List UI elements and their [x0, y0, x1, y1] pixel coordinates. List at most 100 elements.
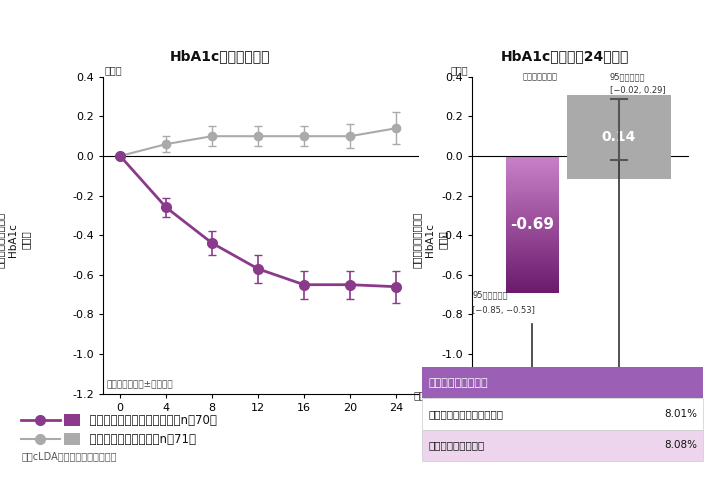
Bar [506, 169, 559, 171]
Bar [506, 257, 559, 258]
Bar [506, 230, 559, 231]
Bar [506, 212, 559, 214]
Bar [506, 187, 559, 189]
Bar [506, 224, 559, 226]
Bar [506, 267, 559, 268]
Bar [506, 183, 559, 185]
Text: 最小二乗平均値: 最小二乗平均値 [523, 73, 558, 82]
Bar [506, 275, 559, 276]
Bar [506, 198, 559, 200]
Bar [506, 179, 559, 180]
Text: （週）: （週） [413, 391, 432, 400]
Bar [506, 211, 559, 212]
Bar [506, 234, 559, 235]
Bar [506, 271, 559, 272]
Bar [506, 178, 559, 179]
Bar [506, 280, 559, 282]
Bar [506, 232, 559, 234]
Bar [506, 201, 559, 203]
Bar [506, 163, 559, 164]
Bar [506, 177, 559, 178]
Bar [506, 253, 559, 254]
Bar [506, 249, 559, 250]
Bar [506, 276, 559, 277]
Text: ベースライン平均値: ベースライン平均値 [428, 378, 488, 388]
Bar [506, 261, 559, 263]
Bar [506, 189, 559, 190]
Bar [506, 290, 559, 291]
Bar [506, 219, 559, 220]
Bar [506, 197, 559, 198]
Bar [506, 242, 559, 243]
Text: 0.14: 0.14 [602, 130, 636, 144]
Text: ベースラインからの
HbA1c
変化量: ベースラインからの HbA1c 変化量 [0, 212, 31, 268]
Bar [506, 237, 559, 238]
Text: （％）: （％） [104, 65, 121, 75]
Bar [506, 168, 559, 169]
Bar [506, 167, 559, 168]
Bar [506, 269, 559, 271]
Bar [506, 226, 559, 227]
Bar [506, 243, 559, 245]
Bar [506, 279, 559, 280]
Text: 95％信頼区間: 95％信頼区間 [610, 73, 645, 82]
Bar [506, 186, 559, 187]
Bar [506, 272, 559, 274]
Bar [506, 160, 559, 161]
Bar [506, 263, 559, 264]
Text: ＊：cLDAモデル、検証解析結果: ＊：cLDAモデル、検証解析結果 [21, 451, 117, 461]
Bar [506, 286, 559, 287]
Bar [506, 215, 559, 216]
Bar [506, 254, 559, 256]
Bar [506, 209, 559, 211]
Bar [506, 157, 559, 159]
Bar [506, 171, 559, 172]
Bar [506, 190, 559, 192]
Bar [506, 240, 559, 242]
Bar [506, 193, 559, 194]
Bar [506, 205, 559, 206]
Text: 8.08%: 8.08% [665, 440, 697, 450]
Bar [506, 231, 559, 232]
Bar [506, 194, 559, 196]
Bar [506, 260, 559, 261]
Bar [506, 172, 559, 174]
Bar [506, 282, 559, 283]
Bar [506, 265, 559, 267]
Bar [506, 200, 559, 201]
Bar [506, 252, 559, 253]
Bar [506, 264, 559, 265]
Bar [506, 214, 559, 215]
Bar [506, 291, 559, 293]
Bar [506, 238, 559, 240]
Bar [506, 164, 559, 166]
Bar [506, 204, 559, 205]
Bar [506, 258, 559, 260]
Bar [506, 203, 559, 204]
Bar [506, 228, 559, 230]
Text: 最小二乗平均値±標準誤差: 最小二乗平均値±標準誤差 [106, 380, 173, 389]
Bar [506, 161, 559, 163]
Text: プラセボ追加投与群（n＝71）: プラセボ追加投与群（n＝71） [82, 432, 196, 446]
Bar [506, 175, 559, 177]
Bar [506, 246, 559, 248]
Bar [506, 206, 559, 208]
Bar [506, 248, 559, 249]
Bar [506, 256, 559, 257]
Bar [506, 166, 559, 167]
Bar [506, 174, 559, 175]
Text: シタグリプチン追加投与群（n＝70）: シタグリプチン追加投与群（n＝70） [82, 413, 217, 427]
Bar [506, 208, 559, 209]
Bar [506, 287, 559, 288]
Text: [−0.85, −0.53]: [−0.85, −0.53] [472, 306, 535, 315]
Bar [506, 285, 559, 286]
Bar [506, 196, 559, 197]
Bar [506, 216, 559, 217]
Text: （％）: （％） [451, 65, 469, 75]
Bar [506, 180, 559, 182]
Bar [506, 217, 559, 219]
Bar [506, 156, 559, 157]
Bar [506, 223, 559, 224]
Text: プラセボ追加投与群: プラセボ追加投与群 [428, 440, 484, 450]
Text: シタグリプチン追加投与群: シタグリプチン追加投与群 [428, 409, 503, 419]
